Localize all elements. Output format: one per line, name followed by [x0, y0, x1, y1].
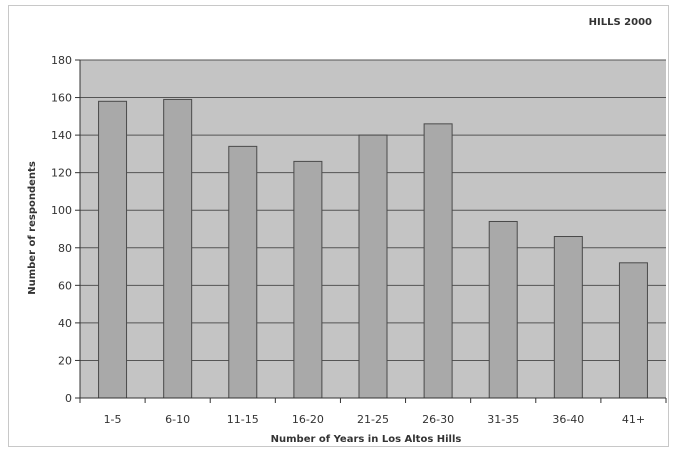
- bar-16-20: [293, 160, 323, 399]
- x-tick-label: 26-30: [422, 413, 454, 426]
- bar-21-25: [358, 134, 388, 399]
- y-tick-label: 140: [51, 129, 72, 142]
- x-axis-ticks: 1-5 6-10 11-15 16-20 21-25 26-30 31-35 36-40 41+: [79, 397, 667, 426]
- y-tick-label: 180: [51, 54, 72, 67]
- bar-6-10: [163, 98, 193, 399]
- x-tick-label: 11-15: [227, 413, 259, 426]
- y-axis-label: Number of respondents: [27, 161, 38, 295]
- chart-title: HILLS 2000: [589, 17, 652, 28]
- y-tick-label: 80: [58, 242, 72, 255]
- y-tick-label: 0: [65, 392, 72, 405]
- x-tick-label: 31-35: [487, 413, 519, 426]
- bar-11-15: [228, 145, 258, 399]
- y-tick-label: 40: [58, 317, 72, 330]
- bar-26-30: [423, 123, 453, 399]
- x-tick-label: 36-40: [552, 413, 584, 426]
- x-tick-label: 41+: [622, 413, 645, 426]
- bars: [98, 98, 648, 399]
- x-axis-label: Number of Years in Los Altos Hills: [271, 434, 462, 445]
- x-tick-label: 16-20: [292, 413, 324, 426]
- bar-36-40: [553, 236, 583, 399]
- bar-1-5: [98, 100, 128, 399]
- x-tick-label: 1-5: [104, 413, 122, 426]
- x-tick-label: 6-10: [165, 413, 190, 426]
- y-axis-ticks: 0 20 40 60 80 100 120 140 160 180: [51, 54, 81, 405]
- y-tick-label: 160: [51, 92, 72, 105]
- bar-41+: [618, 262, 648, 399]
- y-tick-label: 60: [58, 279, 72, 292]
- y-tick-label: 20: [58, 354, 72, 367]
- y-tick-label: 120: [51, 167, 72, 180]
- y-tick-label: 100: [51, 204, 72, 217]
- x-tick-label: 21-25: [357, 413, 389, 426]
- bar-31-35: [488, 220, 518, 399]
